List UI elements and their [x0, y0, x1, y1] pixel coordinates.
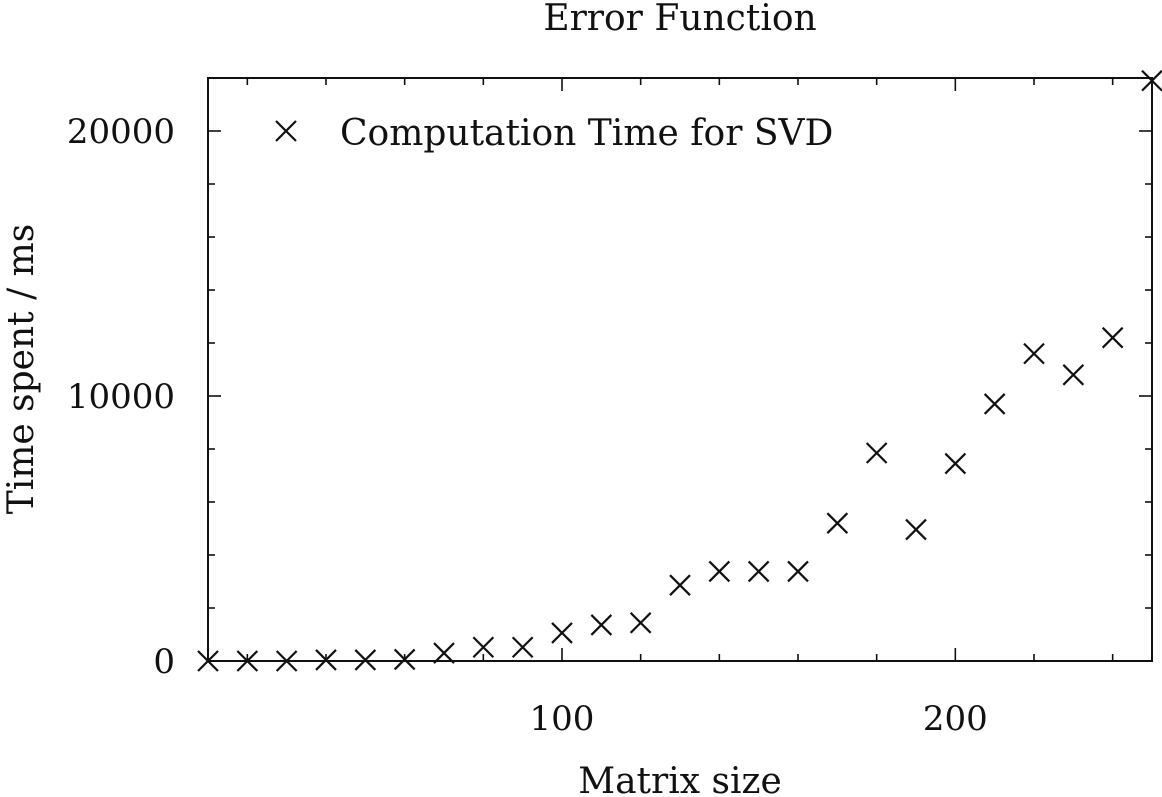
- data-point-marker: [629, 612, 652, 634]
- y-tick-label: 0: [153, 642, 175, 682]
- x-axis-label: Matrix size: [578, 761, 782, 797]
- data-point-marker: [944, 452, 967, 475]
- data-point-marker: [472, 636, 495, 658]
- data-point-marker: [315, 649, 337, 671]
- data-point-marker: [433, 642, 455, 664]
- data-point-marker: [275, 650, 298, 672]
- data-point-marker: [393, 648, 416, 671]
- data-point-marker: [983, 393, 1006, 415]
- data-point-marker: [1062, 364, 1085, 386]
- axis-ticks: [208, 77, 1152, 662]
- y-tick-label: 10000: [67, 377, 175, 417]
- legend: Computation Time for SVD: [275, 113, 833, 154]
- data-point-marker: [511, 636, 534, 658]
- plot-frame: [207, 77, 1153, 662]
- y-axis-label: Time spent / ms: [1, 224, 42, 515]
- data-point-marker: [1023, 342, 1045, 365]
- chart-title: Error Function: [543, 0, 816, 39]
- data-point-marker: [197, 650, 219, 672]
- data-point-marker: [826, 512, 849, 534]
- data-point-marker: [1101, 326, 1124, 349]
- data-point-marker: [905, 518, 927, 541]
- data-point-marker: [865, 442, 888, 464]
- y-tick-label: 20000: [67, 112, 175, 152]
- data-point-marker: [708, 560, 731, 583]
- legend-label: Computation Time for SVD: [340, 113, 833, 154]
- data-point-marker: [787, 560, 809, 583]
- x-tick-label: 100: [530, 699, 595, 739]
- data-point-marker: [1141, 69, 1162, 92]
- data-point-marker: [354, 649, 377, 671]
- tick-labels: 100 200 0 10000 20000: [67, 112, 988, 739]
- x-tick-label: 200: [923, 699, 988, 739]
- legend-x-marker: [275, 120, 297, 142]
- data-point-marker: [551, 622, 573, 644]
- data-point-marker: [669, 574, 691, 596]
- data-series-markers: [197, 69, 1162, 672]
- data-point-marker: [236, 650, 259, 672]
- data-point-marker: [590, 614, 613, 636]
- legend-marker: [275, 120, 297, 142]
- data-point-marker: [747, 560, 770, 583]
